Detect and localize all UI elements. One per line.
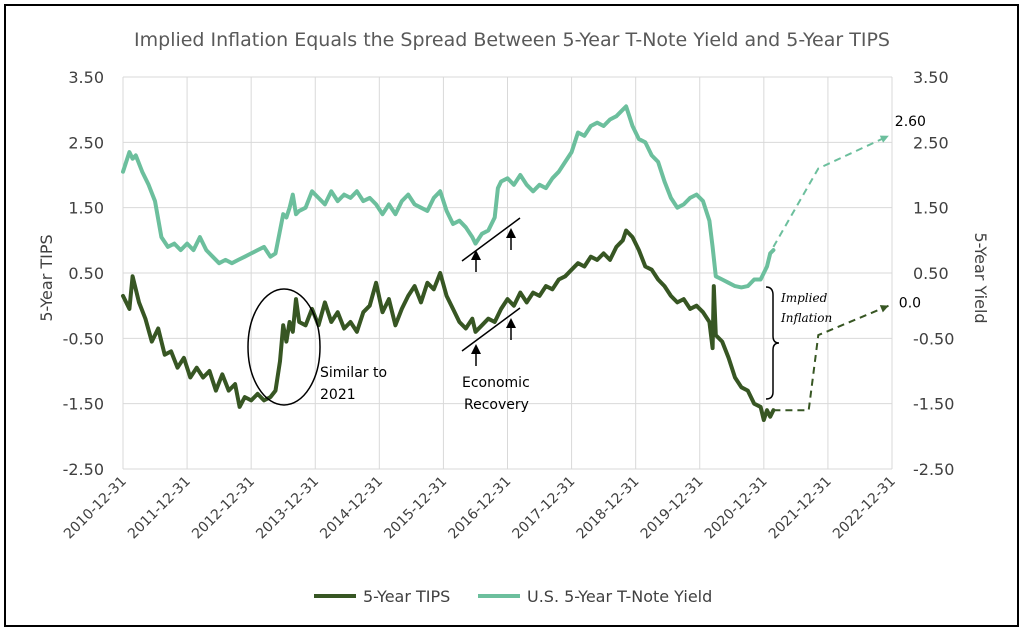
x-tick-label: 2015-12-31 [381,474,450,543]
projection-arrowhead [879,135,889,143]
y-axis-left-label: 5-Year TIPS [37,234,56,321]
x-tick-label: 2020-12-31 [702,474,771,543]
x-tick-label: 2012-12-31 [189,474,258,543]
y-axis-left-ticks: 3.50 2.50 1.50 0.50 -0.50 -1.50 -2.50 [63,68,104,479]
series-lines [121,104,776,422]
y-tick-left-label: 3.50 [68,68,104,87]
chart-frame [4,4,1019,627]
projection-end-label: 2.60 [895,114,926,130]
x-tick-label: 2010-12-31 [61,474,130,543]
y-tick-right-label: 2.50 [913,133,949,152]
legend-label-tnote: U.S. 5-Year T-Note Yield [527,587,712,606]
projection-end-label: 0.0 [899,296,921,312]
similar-ellipse [247,288,321,406]
y-tick-left-label: -2.50 [63,460,104,479]
series-line-tnote [121,104,776,290]
x-axis-ticks: 2010-12-312011-12-312012-12-312013-12-31… [61,474,899,543]
x-tick-label: 2017-12-31 [510,474,579,543]
y-tick-left-label: 1.50 [68,199,104,218]
y-tick-left-label: 0.50 [68,264,104,283]
annotation-implied-line1: Implied [780,291,828,305]
chart-title: Implied Inflation Equals the Spread Betw… [134,29,890,51]
annotation-similar-line1: Similar to [320,365,387,381]
y-tick-right-label: 1.50 [913,199,949,218]
y-tick-right-label: -1.50 [913,395,954,414]
y-axis-right-label: 5-Year Yield [971,232,990,323]
y-tick-left-label: -0.50 [63,329,104,348]
x-tick-label: 2011-12-31 [125,474,194,543]
y-tick-left-label: 2.50 [68,133,104,152]
x-tick-label: 2022-12-31 [830,474,899,543]
y-tick-right-label: 3.50 [913,68,949,87]
implied-inflation-brace [765,286,780,400]
projection-lines: 2.60 0.0 [772,114,926,412]
annotation-implied-line2: Inflation [780,311,832,325]
x-tick-label: 2016-12-31 [445,474,514,543]
y-tick-left-label: -1.50 [63,395,104,414]
annotation-recovery-line1: Economic [462,375,530,391]
x-tick-label: 2018-12-31 [574,474,643,543]
x-tick-label: 2021-12-31 [766,474,835,543]
x-tick-label: 2019-12-31 [638,474,707,543]
x-tick-label: 2013-12-31 [253,474,322,543]
trend-line-upper [461,217,521,262]
projection-line-tips [773,304,890,412]
projection-arrowhead [879,305,889,313]
trend-line-lower [461,307,521,352]
y-tick-right-label: -2.50 [913,460,954,479]
projection-line-tnote [772,134,890,248]
x-tick-label: 2014-12-31 [317,474,386,543]
recovery-arrows [471,228,516,366]
legend-label-tips: 5-Year TIPS [363,587,450,606]
annotation-similar-line2: 2021 [320,387,356,403]
annotation-recovery-line2: Recovery [464,397,529,413]
y-axis-right-ticks: 3.50 2.50 1.50 0.50 -0.50 -1.50 -2.50 [913,68,954,479]
y-tick-right-label: -0.50 [913,329,954,348]
series-line-tips [121,228,776,422]
y-tick-right-label: 0.50 [913,264,949,283]
